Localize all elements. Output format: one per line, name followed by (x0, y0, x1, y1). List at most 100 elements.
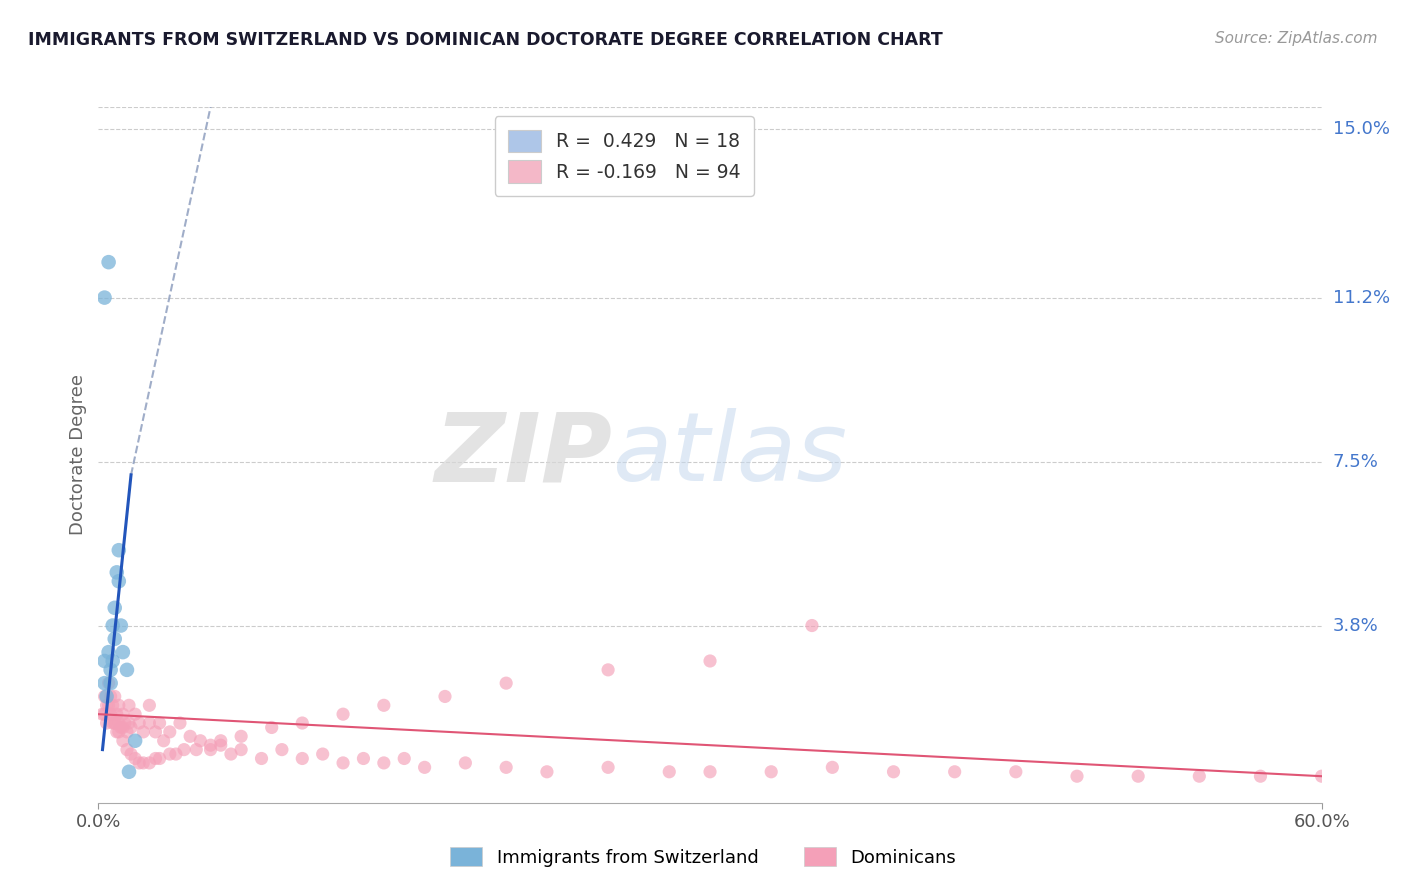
Point (149, 716, 172, 731)
Point (101, 698, 124, 713)
Point (93, 707, 115, 722)
Point (270, 742, 294, 756)
Point (111, 721, 134, 735)
Point (801, 618, 824, 632)
Point (352, 751, 374, 765)
Point (821, 760, 844, 774)
Point (101, 716, 124, 731)
Point (115, 663, 138, 677)
Point (200, 738, 222, 752)
Point (101, 618, 124, 632)
Point (149, 751, 172, 765)
Point (138, 756, 160, 770)
Point (598, 760, 620, 774)
Point (111, 707, 134, 722)
Point (108, 716, 131, 731)
Point (132, 725, 155, 739)
Point (101, 654, 124, 668)
Point (105, 566, 128, 580)
Text: atlas: atlas (612, 409, 848, 501)
Point (209, 738, 232, 752)
Point (124, 733, 146, 747)
Point (761, 764, 783, 779)
Point (111, 733, 134, 747)
Point (188, 733, 212, 747)
Point (105, 725, 128, 739)
Point (413, 760, 436, 774)
Point (291, 716, 314, 731)
Point (454, 756, 477, 770)
Point (100, 676, 122, 690)
Point (96, 690, 118, 704)
Point (118, 716, 141, 731)
Point (536, 764, 558, 779)
Point (108, 725, 131, 739)
Legend: R =  0.429   N = 18, R = -0.169   N = 94: R = 0.429 N = 18, R = -0.169 N = 94 (495, 117, 754, 196)
Point (219, 747, 242, 761)
Point (93, 654, 115, 668)
Point (291, 751, 314, 765)
Point (100, 690, 122, 704)
Point (186, 742, 208, 756)
Point (332, 756, 354, 770)
Text: 11.2%: 11.2% (1333, 289, 1391, 307)
Point (110, 618, 132, 632)
Point (100, 707, 122, 722)
Point (118, 764, 141, 779)
Point (93, 291, 115, 305)
Point (124, 707, 146, 722)
Point (104, 600, 127, 615)
Text: ZIP: ZIP (434, 409, 612, 501)
Point (115, 725, 138, 739)
Point (943, 764, 966, 779)
Point (152, 733, 174, 747)
Point (120, 747, 142, 761)
Point (260, 721, 283, 735)
Point (179, 729, 201, 743)
Point (96, 698, 118, 713)
Point (105, 707, 128, 722)
Text: 15.0%: 15.0% (1333, 120, 1389, 138)
Point (97, 255, 120, 269)
Text: Source: ZipAtlas.com: Source: ZipAtlas.com (1215, 31, 1378, 46)
Point (332, 707, 354, 722)
Point (598, 663, 620, 677)
Point (883, 764, 905, 779)
Point (200, 742, 222, 756)
Point (495, 676, 517, 690)
Point (108, 574, 131, 589)
Point (111, 645, 134, 659)
Point (1128, 769, 1150, 783)
Point (118, 698, 141, 713)
Point (658, 764, 681, 779)
Point (145, 725, 167, 739)
Point (250, 751, 273, 765)
Point (104, 690, 127, 704)
Text: 7.5%: 7.5% (1333, 452, 1379, 471)
Point (1188, 769, 1211, 783)
Point (100, 707, 122, 722)
Text: 3.8%: 3.8% (1333, 616, 1378, 634)
Point (1310, 769, 1333, 783)
Point (699, 764, 721, 779)
Point (108, 543, 131, 558)
Point (699, 654, 721, 668)
Point (1066, 769, 1088, 783)
Point (373, 756, 395, 770)
Point (115, 742, 138, 756)
Point (91, 707, 114, 722)
Legend: Immigrants from Switzerland, Dominicans: Immigrants from Switzerland, Dominicans (443, 840, 963, 874)
Point (93, 690, 115, 704)
Point (97, 698, 120, 713)
Point (392, 751, 416, 765)
Point (1004, 764, 1026, 779)
Point (434, 690, 457, 704)
Point (169, 716, 191, 731)
Point (1249, 769, 1271, 783)
Point (173, 742, 195, 756)
Point (114, 716, 136, 731)
Point (100, 663, 122, 677)
Point (110, 721, 132, 735)
Point (104, 716, 127, 731)
Y-axis label: Doctorate Degree: Doctorate Degree (69, 375, 87, 535)
